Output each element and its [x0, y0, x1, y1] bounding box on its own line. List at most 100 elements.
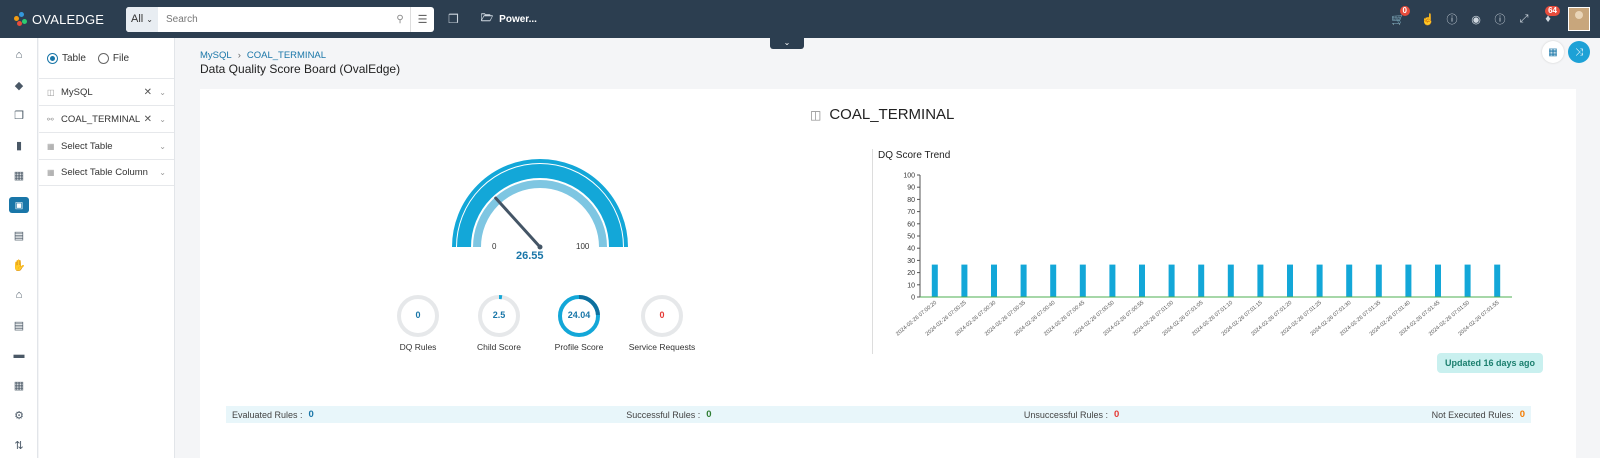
chrome-icon[interactable]: ◉	[1471, 13, 1481, 26]
trend-bar	[1287, 264, 1293, 297]
nav-dashboard[interactable]: ▣	[0, 190, 38, 220]
wrench-icon: ⚙	[14, 409, 24, 422]
gauge-max-label: 100	[576, 242, 590, 251]
column-icon: ▦	[47, 168, 55, 177]
clear-database-icon[interactable]: ✕	[143, 86, 152, 98]
chevron-down-icon: ⌄	[159, 141, 166, 151]
settings-icon: ⇅	[14, 439, 24, 452]
gauge-hub	[537, 244, 543, 250]
collapse-header-button[interactable]: ⌄	[770, 37, 804, 49]
library-icon: ▦	[13, 169, 25, 182]
schema-select[interactable]: ⚯ COAL_TERMINAL ✕ ⌄	[39, 105, 174, 132]
dq-rules-label: DQ Rules	[399, 342, 437, 352]
search-scope-label: All	[131, 13, 144, 25]
summary-not-executed-label: Not Executed Rules:	[1431, 409, 1514, 420]
summary-successful-value[interactable]: 0	[706, 409, 712, 420]
score-gauge	[452, 159, 628, 250]
nav-clipboard[interactable]: ▤	[0, 220, 38, 250]
search-bar: All ⌄ ⚲ ☰	[126, 6, 434, 32]
trend-bar	[1050, 264, 1057, 297]
radio-file[interactable]: File	[97, 52, 129, 64]
topbar-actions: 🛒 0 ☝ ⓘ ◉ ⓘ ⤢ ♦ 64	[1386, 0, 1600, 38]
trend-bar	[1494, 264, 1501, 297]
table-select[interactable]: ▦ Select Table ⌄	[39, 132, 174, 159]
report-icon: ▤	[13, 319, 25, 332]
calendar-icon: ▦	[13, 379, 25, 392]
dq-rules-ring	[397, 295, 439, 337]
tag-icon: ◆	[14, 79, 24, 92]
nav-copy[interactable]: ❐	[0, 100, 38, 130]
nav-calendar[interactable]: ▦	[0, 370, 38, 400]
bookmark-icon[interactable]: ❒	[448, 12, 459, 26]
summary-unsuccessful-value[interactable]: 0	[1113, 409, 1120, 420]
report-button[interactable]: ▦	[1542, 41, 1564, 63]
schema-select-value: COAL_TERMINAL	[61, 113, 141, 125]
hand-icon: ✋	[12, 259, 26, 272]
nav-tags[interactable]: ◆	[0, 70, 38, 100]
summary-not-executed: Not Executed Rules: 0	[1432, 409, 1525, 420]
share-button[interactable]: ⤨	[1568, 41, 1590, 63]
power-button[interactable]: 🗁 Power...	[481, 11, 537, 28]
schema-icon: ⚯	[47, 114, 54, 124]
y-tick-label: 40	[907, 246, 915, 253]
chevron-down-icon: ⌄	[146, 14, 153, 24]
search-icon[interactable]: ⚲	[396, 13, 404, 25]
y-tick-label: 80	[907, 197, 915, 204]
score-profile[interactable]: 24.04 Profile Score	[539, 294, 619, 352]
thumbs-icon[interactable]: ☝	[1421, 13, 1435, 26]
trend-bar	[1079, 264, 1086, 297]
scoreboard-card: ◫ COAL_TERMINAL 0 100 26.55 0 DQ Rules 2…	[200, 89, 1576, 458]
y-tick-label: 70	[907, 209, 915, 216]
profile-score-ring	[558, 295, 600, 337]
clear-schema-icon[interactable]: ✕	[143, 113, 152, 125]
trend-bar	[1464, 264, 1471, 297]
copy-icon: ❐	[14, 109, 24, 122]
nav-report[interactable]: ▤	[0, 310, 38, 340]
nav-hand[interactable]: ✋	[0, 250, 38, 280]
nav-settings[interactable]: ⇅	[0, 430, 38, 458]
score-service-requests[interactable]: 0 Service Requests	[622, 294, 702, 352]
search-input[interactable]	[158, 13, 390, 25]
database-icon: ◫	[810, 107, 822, 122]
nav-book[interactable]: ▮	[0, 130, 38, 160]
nav-folder[interactable]: ▬	[0, 340, 38, 370]
search-scope-select[interactable]: All ⌄	[126, 6, 158, 32]
nav-home[interactable]: ⌂	[0, 40, 38, 70]
trend-bar	[1139, 264, 1145, 297]
radio-selected-icon	[47, 52, 58, 64]
dq-rules-value: 0	[415, 310, 421, 320]
table-select-placeholder: Select Table	[61, 140, 113, 152]
avatar[interactable]	[1568, 7, 1590, 31]
nav-library[interactable]: ▦	[0, 160, 38, 190]
database-select[interactable]: ◫ MySQL ✕ ⌄	[39, 78, 174, 105]
summary-evaluated-value[interactable]: 0	[308, 409, 314, 420]
score-child[interactable]: 2.5 Child Score	[459, 294, 539, 352]
nav-wrench[interactable]: ⚙	[0, 400, 38, 430]
nav-bank[interactable]: ⌂	[0, 280, 38, 310]
radio-table[interactable]: Table	[47, 52, 86, 64]
summary-evaluated: Evaluated Rules : 0	[232, 409, 314, 420]
y-tick-label: 20	[907, 270, 915, 277]
summary-not-executed-value[interactable]: 0	[1519, 409, 1525, 420]
score-dq-rules[interactable]: 0 DQ Rules	[378, 294, 458, 352]
info-icon[interactable]: ⓘ	[1446, 14, 1458, 26]
child-score-label: Child Score	[477, 342, 521, 352]
column-select[interactable]: ▦ Select Table Column ⌄	[39, 159, 174, 186]
breadcrumb-root[interactable]: MySQL	[200, 50, 232, 61]
trend-bar	[1227, 264, 1234, 297]
breadcrumb-current[interactable]: COAL_TERMINAL	[246, 50, 327, 61]
cart-icon[interactable]: 🛒 0	[1386, 5, 1410, 26]
logo[interactable]: OVALEDGE	[14, 12, 126, 27]
trend-bar	[1435, 264, 1441, 297]
advanced-filter-button[interactable]: ☰	[410, 6, 434, 32]
notification-badge: 64	[1545, 6, 1560, 16]
expand-icon[interactable]: ⤢	[1519, 12, 1529, 25]
entity-name: COAL_TERMINAL	[829, 106, 955, 123]
home-icon: ⌂	[15, 49, 23, 61]
logo-icon	[14, 12, 28, 26]
bell-icon[interactable]: ♦ 64	[1536, 6, 1560, 25]
section-divider	[872, 149, 873, 354]
table-icon: ▦	[47, 141, 55, 151]
trend-bar	[1346, 264, 1353, 297]
help-icon[interactable]: ⓘ	[1494, 14, 1506, 26]
